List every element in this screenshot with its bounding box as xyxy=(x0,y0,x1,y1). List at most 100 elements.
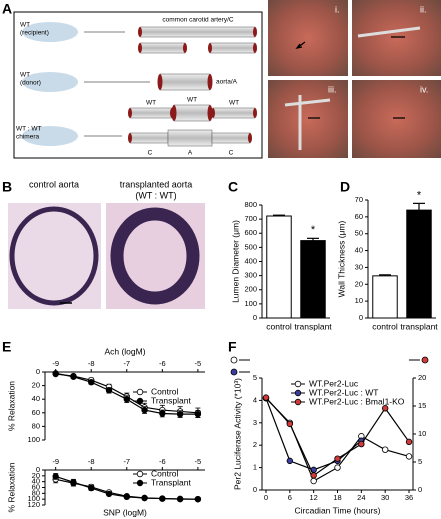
x-tick-label: control xyxy=(266,321,292,331)
point xyxy=(105,387,113,394)
point xyxy=(88,379,95,386)
y-tick-label: 20 xyxy=(32,471,40,480)
point xyxy=(52,473,59,480)
x-tick-label: -9 xyxy=(52,457,59,466)
y2-tick-label: 0 xyxy=(418,485,422,494)
micrograph xyxy=(8,203,101,309)
y-tick-label: 300 xyxy=(244,271,257,280)
y-tick-label: 0 xyxy=(253,313,257,322)
bar xyxy=(266,215,292,319)
legend-marker xyxy=(294,380,302,388)
x-tick-label: -8 xyxy=(88,457,95,466)
point xyxy=(159,410,166,417)
legend-label: WT.Per2-Luc : Bmal1-KO xyxy=(309,396,405,406)
y-tick-label: 700 xyxy=(244,214,257,223)
x-tick-label: -6 xyxy=(159,457,166,466)
bar xyxy=(372,275,398,319)
label: (WT : WT) xyxy=(135,190,176,200)
vessel xyxy=(211,132,251,144)
y2-tick-label: 5 xyxy=(418,457,422,466)
point xyxy=(159,495,166,502)
point xyxy=(88,484,95,492)
point xyxy=(176,410,184,418)
point xyxy=(262,394,270,401)
x-tick-label: -6 xyxy=(159,359,166,368)
point xyxy=(70,479,77,486)
y-tick-label: 60 xyxy=(32,408,40,417)
label: A xyxy=(188,150,193,157)
y-tick-label: 50 xyxy=(355,229,363,238)
y-tick-label: 70 xyxy=(355,195,363,204)
point xyxy=(194,410,202,418)
vessel xyxy=(129,132,169,144)
bar xyxy=(406,209,432,319)
series-line xyxy=(265,397,362,471)
vessel-wall xyxy=(110,207,200,305)
vessel-ends xyxy=(128,27,257,143)
photo-label: ii. xyxy=(420,4,427,14)
label: WT xyxy=(187,97,197,104)
y-tick-label: 80 xyxy=(32,488,40,497)
x-tick-label: -7 xyxy=(123,457,130,466)
vessel xyxy=(139,42,186,54)
vessel xyxy=(139,26,256,38)
y-tick-label: 100 xyxy=(244,299,257,308)
axis-indicator xyxy=(230,356,238,364)
point xyxy=(52,370,59,377)
x-tick-label: -5 xyxy=(195,457,202,466)
y2-tick-label: 15 xyxy=(418,401,426,410)
point xyxy=(358,440,365,448)
point xyxy=(310,472,317,479)
x-tick-label: -8 xyxy=(88,359,95,368)
legend-marker xyxy=(136,470,144,478)
y-axis-label: % Relaxation xyxy=(6,381,16,431)
x-tick-label: 36 xyxy=(405,493,413,502)
point xyxy=(141,494,148,502)
point xyxy=(405,453,413,460)
label: WT : WT xyxy=(16,126,42,133)
y-tick-label: 1 xyxy=(253,463,257,472)
y-axis-label: Per2 Luciferase Activity (*10³) xyxy=(232,378,242,490)
y-tick-label: 4 xyxy=(253,395,257,404)
annotation: * xyxy=(417,189,422,201)
x-tick-label: 24 xyxy=(357,493,365,502)
annotation: * xyxy=(311,224,316,236)
point xyxy=(334,455,341,462)
point xyxy=(176,495,184,503)
x-tick-label: 18 xyxy=(333,493,341,502)
point xyxy=(286,420,294,428)
y-tick-label: 40 xyxy=(32,477,40,486)
legend-marker xyxy=(294,389,302,397)
y-tick-label: 30 xyxy=(355,262,363,271)
legend-label: Control xyxy=(151,386,179,396)
y-tick-label: 500 xyxy=(244,242,257,251)
point xyxy=(334,464,341,471)
y-tick-label: 2 xyxy=(253,440,257,449)
y-tick-label: 60 xyxy=(32,482,40,491)
arrow xyxy=(295,36,405,119)
point xyxy=(310,477,317,485)
point xyxy=(70,373,77,380)
y-tick-label: 100 xyxy=(27,494,40,503)
legend-label: WT.Per2-Luc : WT xyxy=(309,387,378,397)
y-tick-label: 200 xyxy=(244,285,257,294)
label: C xyxy=(148,150,153,157)
y2-tick-label: 20 xyxy=(418,373,426,382)
y-tick-label: 3 xyxy=(253,418,257,427)
x-tick-label: -9 xyxy=(52,359,59,368)
legend-label: Transplant xyxy=(151,477,191,487)
vessel xyxy=(129,107,173,119)
label: aorta/A xyxy=(216,79,238,86)
label: C xyxy=(229,150,234,157)
x-axis-label: SNP (logM) xyxy=(103,507,147,517)
label: WT xyxy=(146,100,156,107)
legend-marker xyxy=(136,397,144,405)
photo-label: iii. xyxy=(328,84,337,94)
arrows xyxy=(84,31,150,137)
instrument xyxy=(284,26,421,150)
photo xyxy=(352,0,441,76)
y-tick-label: 600 xyxy=(244,228,257,237)
histology: control aorta transplanted aorta (WT : W… xyxy=(8,179,205,309)
point xyxy=(381,446,389,453)
